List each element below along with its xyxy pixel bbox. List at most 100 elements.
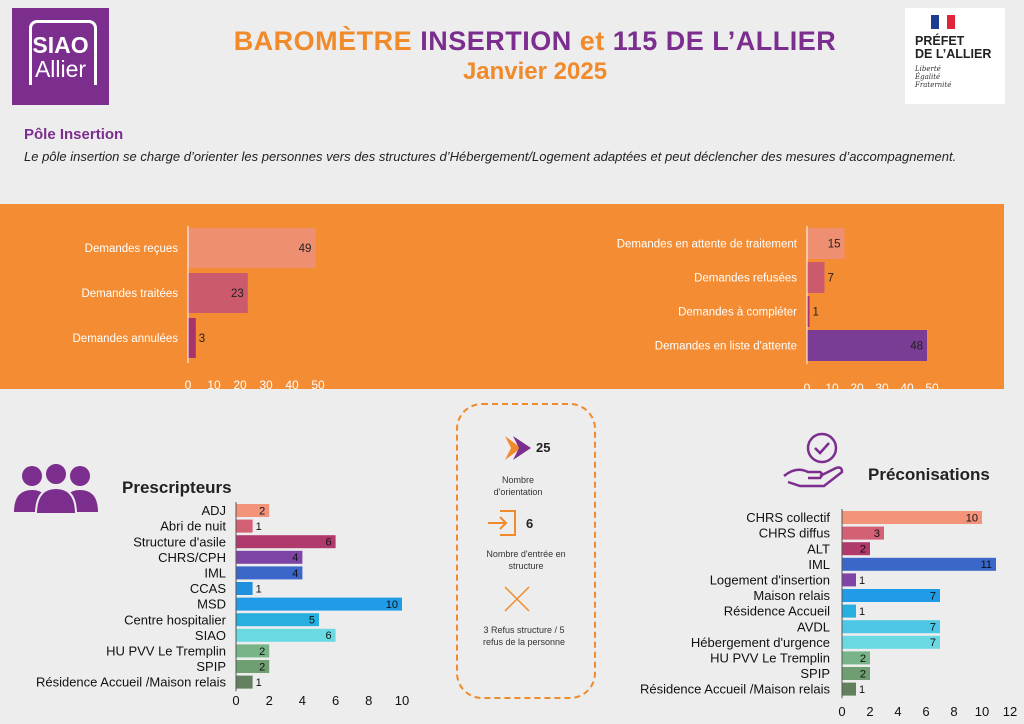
tick-label: 10 [975,704,989,719]
bar-label: Abri de nuit [160,519,226,534]
prefet-logo: PRÉFET DE L’ALLIER Liberté Égalité Fraterni… [905,8,1005,104]
bar [842,620,940,634]
data-label: 10 [386,599,398,611]
tick-label: 6 [922,704,929,719]
bar-label: Demandes en liste d'attente [655,341,797,353]
bar [842,589,940,602]
data-label: 4 [292,552,298,564]
bar [236,519,253,533]
bar [236,550,303,564]
data-label: 49 [299,243,312,255]
data-label: 2 [860,544,866,556]
tick-label: 10 [825,381,839,389]
tick-label: 20 [850,381,864,389]
prefet-motto: Liberté Égalité Fraternité [915,65,952,89]
bar-label: IML [808,557,830,572]
tick-label: 4 [299,693,306,708]
bar-label: Demandes reçues [85,243,179,255]
bar-label: MSD [197,597,226,612]
bar [236,675,253,689]
preconisations-title: Préconisations [868,465,990,484]
bar-label: CHRS diffus [759,526,831,541]
bar [236,660,270,673]
logo-line1: SIAO [32,31,89,58]
bar [842,542,870,556]
tick-label: 30 [259,378,273,389]
data-label: 10 [966,512,978,524]
chart-prescripteurs: ADJ 2 Abri de nuit 1 Structure d'asile 6 CHRS/… [36,502,409,708]
page-title: BAROMÈTRE INSERTION et 115 DE L’ALLIER [233,26,837,56]
data-label: 6 [325,537,331,549]
data-label: 6 [325,630,331,642]
tick-label: 40 [900,381,914,389]
tick-label: 30 [875,381,889,389]
page-subtitle: Janvier 2025 [462,58,608,85]
entrees-label: Nombre d'entrée en structure [486,549,566,571]
data-label: 5 [309,615,315,627]
bar [236,644,270,658]
entrees-value: 6 [526,516,534,531]
data-label: 1 [859,575,865,587]
bar-label: Maison relais [753,588,830,603]
data-label: 3 [199,333,205,345]
pole-description: Le pôle insertion se charge d’orienter l… [24,149,957,164]
bar [807,330,927,361]
bar [807,228,845,259]
bar [807,296,810,327]
refus-label: 3 Refus structure / 5 refus de la person… [482,625,566,647]
bar [842,604,856,618]
tick-label: 6 [332,693,339,708]
bar [842,635,940,649]
data-label: 1 [256,583,262,595]
data-label: 2 [860,668,866,680]
data-label: 15 [828,239,841,251]
tick-label: 40 [285,378,299,389]
tick-label: 4 [894,704,901,719]
data-label: 4 [292,568,298,580]
tick-label: 0 [232,693,239,708]
bar-label: Demandes refusées [694,273,797,285]
bar-label: Demandes traitées [81,288,178,300]
data-label: 1 [256,677,262,689]
bar-label: ALT [807,541,830,556]
arrow-chevron-icon [505,436,531,460]
bar [842,511,982,524]
bar-label: Logement d'insertion [710,572,830,587]
bar [842,651,870,665]
bar [188,273,248,313]
bar [842,682,856,696]
orientations-label: Nombre d'orientation [493,475,543,497]
bar-label: HU PVV Le Tremplin [710,650,830,665]
tick-label: 12 [1003,704,1017,719]
bar-label: ADJ [201,503,226,518]
tick-label: 10 [395,693,409,708]
tick-label: 8 [950,704,957,719]
tick-label: 0 [804,381,811,389]
data-label: 48 [910,341,923,353]
data-label: 1 [859,684,865,696]
bar [188,318,196,358]
bar-label: Demandes annulées [73,333,179,345]
data-label: 2 [860,653,866,665]
data-label: 7 [930,590,936,602]
tick-label: 20 [233,378,247,389]
bar [842,526,884,540]
bar-label: CHRS collectif [746,510,830,525]
data-label: 1 [256,521,262,533]
data-label: 2 [259,505,265,517]
bar [188,228,316,268]
siao-logo: SIAO Allier [12,8,109,105]
bar-label: Demandes en attente de traitement [617,239,798,251]
bar [236,613,319,627]
bar-label: AVDL [797,619,830,634]
logo-line2: Allier [34,55,87,82]
bar [842,557,996,571]
tick-label: 0 [185,378,192,389]
people-group-icon [14,462,98,514]
bar [807,262,825,293]
data-label: 7 [930,622,936,634]
bar [236,535,336,549]
bar-label: Résidence Accueil [724,604,830,619]
bar-label: SIAO [195,628,226,643]
